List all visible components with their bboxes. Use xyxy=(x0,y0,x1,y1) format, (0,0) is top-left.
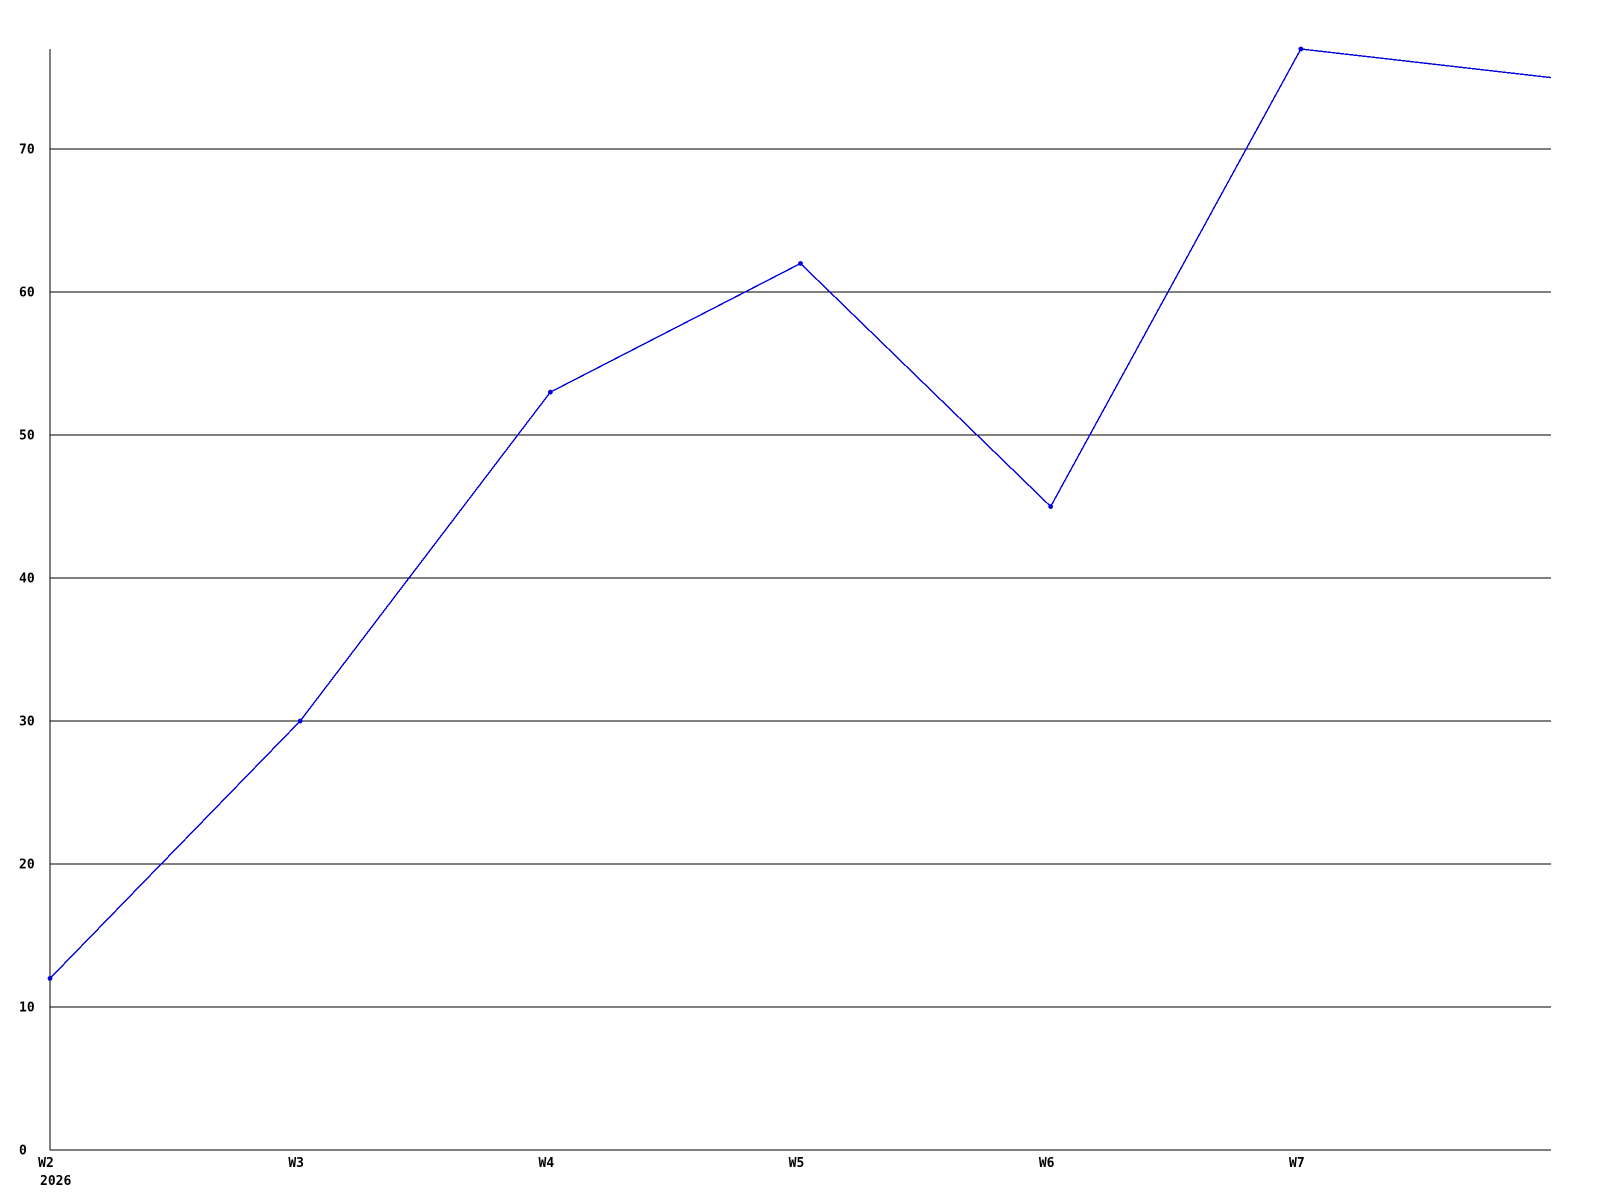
x-axis-year-label: 2026 xyxy=(40,1174,71,1189)
y-tick-label-20: 20 xyxy=(19,858,35,873)
data-point-W6 xyxy=(1048,504,1054,509)
data-line-weekly-values xyxy=(49,48,1552,979)
data-point-W3 xyxy=(297,718,303,724)
x-tick-label-W4: W4 xyxy=(539,1156,555,1171)
x-tick-label-W3: W3 xyxy=(288,1156,304,1171)
x-tick-label-W5: W5 xyxy=(789,1156,805,1171)
data-point-W2 xyxy=(47,976,53,981)
y-tick-label-40: 40 xyxy=(19,572,35,587)
x-tick-label-W6: W6 xyxy=(1039,1156,1055,1171)
x-tick-label-W2: W2 xyxy=(38,1156,54,1171)
y-tick-label-60: 60 xyxy=(19,286,35,301)
x-tick-label-W7: W7 xyxy=(1289,1156,1305,1171)
data-point-W4 xyxy=(547,389,553,395)
y-tick-label-10: 10 xyxy=(19,1001,35,1016)
y-tick-label-0: 0 xyxy=(19,1144,27,1159)
data-point-W7 xyxy=(1298,46,1304,52)
y-tick-label-50: 50 xyxy=(19,429,35,444)
y-tick-label-30: 30 xyxy=(19,715,35,730)
y-tick-label-70: 70 xyxy=(19,143,35,158)
data-point-W5 xyxy=(798,261,803,266)
